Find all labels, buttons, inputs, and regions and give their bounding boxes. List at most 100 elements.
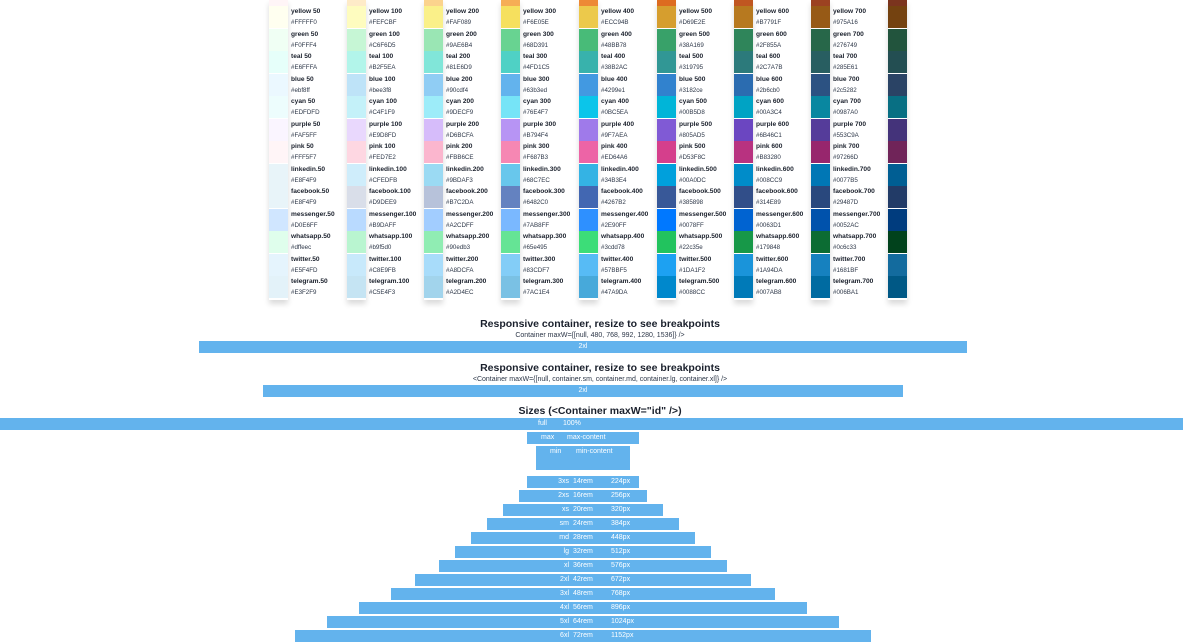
color-swatch — [269, 28, 288, 51]
color-cell: twitter.300 #83CDF7 — [501, 253, 578, 276]
color-hex: #00A3C4 — [756, 109, 782, 116]
color-swatch — [811, 141, 830, 163]
color-swatch — [888, 73, 907, 96]
color-label: blue 400 #4299e1 — [601, 75, 661, 96]
size-id: xl — [563, 562, 569, 569]
color-swatch — [811, 276, 830, 298]
color-label: messenger.700 #0052AC — [833, 210, 893, 231]
color-name: yellow 200 — [446, 8, 479, 15]
color-label: facebook.200 #B7C2DA — [446, 187, 506, 208]
color-cell: telegram.300 #7AC1E4 — [501, 276, 578, 298]
color-hex: #E6FFFA — [291, 64, 318, 71]
color-cell — [888, 208, 965, 231]
color-label: facebook.400 #4267B2 — [601, 187, 661, 208]
color-name: teal 600 — [756, 53, 781, 60]
color-cell: facebook.200 #B7C2DA — [424, 186, 501, 208]
color-swatch — [579, 118, 598, 141]
color-name: green 400 — [601, 30, 632, 38]
color-label: yellow 50 #FFFFF0 — [291, 7, 351, 28]
color-hex: #C8E9FB — [369, 266, 396, 274]
color-label: pink 700 #97266D — [833, 142, 893, 163]
color-name: teal 500 — [679, 53, 704, 60]
color-hex: #1DA1F2 — [679, 266, 706, 274]
color-cell: facebook.600 #314E89 — [734, 186, 811, 208]
size-row-3xs: 3xs 14rem 224px — [527, 476, 639, 488]
color-swatch — [811, 163, 830, 186]
color-cell: pink 50 #FFF5F7 — [269, 141, 346, 163]
color-cell: facebook.400 #4267B2 — [579, 186, 656, 208]
color-hex: #0052AC — [833, 221, 859, 229]
color-swatch — [347, 51, 366, 73]
color-swatch — [269, 73, 288, 96]
color-cell — [888, 141, 965, 163]
color-hex: #9BDAF3 — [446, 176, 473, 184]
color-hex: #FED7E2 — [369, 154, 396, 161]
color-hex: #A8DCFA — [446, 266, 474, 274]
color-cell: purple 300 #B794F4 — [501, 118, 578, 141]
color-label: linkedin.50 #E8F4F9 — [291, 165, 351, 186]
color-label: telegram.100 #C5E4F3 — [369, 277, 429, 298]
color-label: twitter.400 #57BBF5 — [601, 255, 661, 276]
color-hex: #0078FF — [679, 221, 704, 229]
color-swatch — [501, 0, 520, 6]
color-cell: linkedin.200 #9BDAF3 — [424, 163, 501, 186]
color-name: facebook.100 — [369, 188, 411, 195]
color-swatch — [501, 28, 520, 51]
color-hex: #EDFDFD — [291, 109, 320, 116]
size-rem: 24rem — [573, 520, 593, 527]
color-label: yellow 700 #975A16 — [833, 7, 893, 28]
color-label: cyan 500 #00B5D8 — [679, 97, 739, 118]
color-cell: pink 300 #F687B3 — [501, 141, 578, 163]
color-swatch — [734, 28, 753, 51]
color-hex: #dffeec — [291, 244, 312, 251]
color-label: facebook.50 #E8F4F9 — [291, 187, 351, 208]
palette-row-green: green 50 #F0FFF4 green 100 #C6F6D5 green 200… — [0, 28, 1200, 51]
color-cell: yellow 500 #D69E2E — [657, 6, 734, 28]
palette-row-twitter: twitter.50 #E5F4FD twitter.100 #C8E9FB twitt… — [0, 253, 1200, 276]
color-label: messenger.50 #D0E6FF — [291, 210, 351, 231]
color-label: telegram.300 #7AC1E4 — [523, 277, 583, 298]
size-px: 576px — [611, 562, 631, 569]
color-swatch — [347, 96, 366, 118]
color-swatch — [579, 231, 598, 253]
color-swatch — [347, 73, 366, 96]
color-cell: messenger.300 #7AB8FF — [501, 208, 578, 231]
color-swatch — [347, 118, 366, 141]
color-hex: #4FD1C5 — [523, 64, 550, 71]
size-id: 2xs — [558, 492, 569, 499]
color-name: messenger.200 — [446, 210, 494, 218]
color-label: messenger.300 #7AB8FF — [523, 210, 583, 231]
color-label: messenger.600 #0063D1 — [756, 210, 816, 231]
color-name: linkedin.400 — [601, 165, 639, 173]
color-swatch — [811, 0, 830, 6]
color-name: blue 50 — [291, 75, 314, 83]
color-swatch — [657, 28, 676, 51]
size-rem: min-content — [576, 448, 613, 455]
color-hex: #276749 — [833, 41, 858, 49]
color-hex: #975A16 — [833, 19, 858, 26]
size-rem: 36rem — [573, 562, 593, 569]
color-label: blue 50 #ebf8ff — [291, 75, 351, 96]
color-label: pink 300 #F687B3 — [523, 142, 583, 163]
color-cell: telegram.100 #C5E4F3 — [347, 276, 424, 298]
color-label: whatsapp.50 #dffeec — [291, 232, 351, 253]
color-name: messenger.600 — [756, 210, 804, 218]
color-hex: #A2CDFF — [446, 221, 474, 229]
color-hex: #68C7EC — [523, 176, 550, 184]
color-hex: #FAF5FF — [291, 131, 317, 139]
color-cell: yellow 600 #B7791F — [734, 6, 811, 28]
color-label: green 300 #68D391 — [523, 30, 583, 51]
color-label: pink 200 #FBB6CE — [446, 142, 506, 163]
color-swatch — [657, 6, 676, 28]
size-px: 896px — [611, 604, 631, 611]
color-hex: #83CDF7 — [523, 266, 550, 274]
color-label: yellow 100 #FEFCBF — [369, 7, 429, 28]
color-hex: #E5F4FD — [291, 266, 318, 274]
color-hex: #38B2AC — [601, 64, 628, 71]
color-swatch — [657, 118, 676, 141]
color-name: whatsapp.600 — [756, 233, 800, 240]
color-label: teal 300 #4FD1C5 — [523, 52, 583, 73]
color-cell — [888, 163, 965, 186]
size-rem: 14rem — [573, 478, 593, 485]
color-swatch — [579, 6, 598, 28]
